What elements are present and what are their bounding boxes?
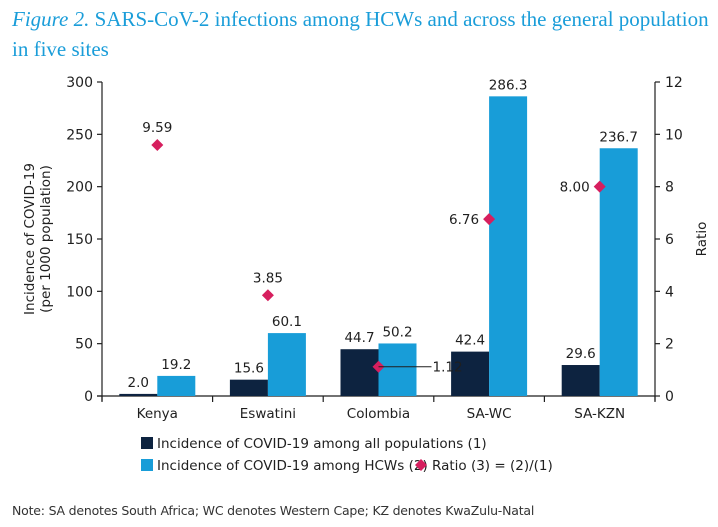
- data-label-all-populations: 15.6: [234, 361, 264, 377]
- y-tick-label-right: 0: [665, 389, 674, 405]
- data-label-hcws: 50.2: [382, 324, 412, 340]
- bar-hcws: [489, 96, 528, 397]
- bar-all-populations: [229, 379, 268, 396]
- data-label-hcws: 286.3: [489, 77, 528, 93]
- y-axis-title-line: Incidence of COVID-19: [22, 163, 38, 315]
- legend-swatch-ratio: [415, 459, 427, 471]
- bar-all-populations: [119, 393, 158, 396]
- y-tick-label-left: 50: [75, 337, 93, 353]
- bar-hcws: [267, 333, 306, 396]
- ratio-marker: [261, 289, 274, 302]
- y-axis-title-left: Incidence of COVID-19(per 1000 populatio…: [22, 163, 54, 315]
- ratio-marker: [593, 180, 606, 193]
- legend-label-hcws: Incidence of COVID-19 among HCWs (2): [157, 458, 428, 474]
- y-tick-label-left: 150: [66, 232, 93, 248]
- data-label-all-populations: 29.6: [566, 346, 596, 362]
- y-tick-label-right: 4: [665, 284, 674, 300]
- data-label-ratio: 3.85: [253, 270, 283, 286]
- x-tick-label: Colombia: [347, 406, 410, 422]
- data-label-hcws: 60.1: [272, 314, 302, 330]
- y-tick-label-left: 250: [66, 127, 93, 143]
- y-tick-label-right: 10: [665, 127, 683, 143]
- footnote: Note: SA denotes South Africa; WC denote…: [12, 503, 535, 518]
- x-tick-label: SA-WC: [467, 406, 512, 422]
- y-tick-label-left: 300: [66, 75, 93, 91]
- data-label-ratio: 6.76: [449, 212, 479, 228]
- data-label-hcws: 236.7: [599, 129, 638, 145]
- x-tick-label: Kenya: [137, 406, 178, 422]
- legend-swatch-all-populations: [141, 437, 153, 449]
- y-axis-title-right: Ratio: [694, 222, 710, 257]
- data-label-ratio: 8.00: [560, 180, 590, 196]
- bar-hcws: [378, 343, 417, 396]
- bar-hcws: [157, 375, 196, 396]
- data-label-all-populations: 42.4: [455, 333, 485, 349]
- y-tick-label-right: 8: [665, 180, 674, 196]
- y-tick-label-right: 2: [665, 337, 674, 353]
- bar-all-populations: [561, 365, 600, 396]
- ratio-marker: [483, 213, 496, 226]
- bars: [119, 96, 638, 397]
- ratio-markers: [151, 139, 606, 373]
- bar-hcws: [599, 148, 638, 396]
- legend-label-ratio: Ratio (3) = (2)/(1): [432, 458, 553, 474]
- data-labels: 2.0 19.2 15.6 60.1 44.7 50.2 42.4 286.3 29.6 236.…: [128, 77, 638, 391]
- y-tick-label-left: 200: [66, 180, 93, 196]
- data-label-ratio: 9.59: [142, 120, 172, 136]
- figure-label: Figure 2.: [12, 7, 90, 31]
- bar-all-populations: [451, 351, 490, 396]
- data-label-all-populations: 44.7: [344, 330, 374, 346]
- y-tick-label-right: 12: [665, 75, 683, 91]
- y-tick-label-left: 0: [84, 389, 93, 405]
- data-label-hcws: 19.2: [161, 357, 191, 373]
- figure-title: Figure 2. SARS-CoV-2 infections among HC…: [12, 4, 712, 64]
- x-tick-label: Eswatini: [240, 406, 296, 422]
- legend-swatch-hcws: [141, 459, 153, 471]
- ratio-marker: [151, 139, 164, 152]
- bar-all-populations: [340, 349, 379, 396]
- y-tick-label-left: 100: [66, 284, 93, 300]
- data-label-all-populations: 2.0: [128, 375, 149, 391]
- data-label-ratio: 1.12: [433, 360, 463, 376]
- figure-title-text: SARS-CoV-2 infections among HCWs and acr…: [12, 7, 709, 61]
- legend-label-all-populations: Incidence of COVID-19 among all populati…: [157, 436, 487, 452]
- legend: Incidence of COVID-19 among all populati…: [141, 436, 553, 474]
- y-tick-label-right: 6: [665, 232, 674, 248]
- y-axis-title-line: (per 1000 population): [38, 165, 54, 313]
- x-tick-label: SA-KZN: [574, 406, 625, 422]
